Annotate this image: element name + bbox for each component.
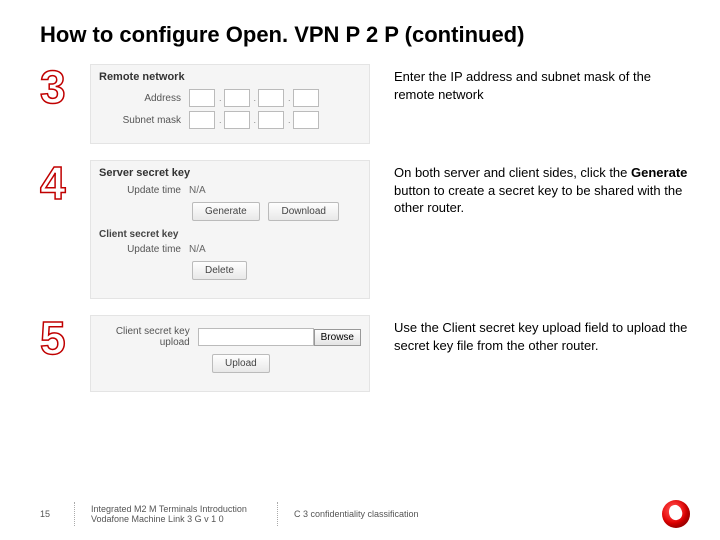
browse-button[interactable]: Browse (314, 329, 361, 346)
field-label: Update time (99, 244, 189, 255)
step-description: On both server and client sides, click t… (384, 160, 690, 217)
update-time-row: Update time N/A (99, 185, 361, 196)
step-description: Enter the IP address and subnet mask of … (384, 64, 690, 103)
step-4: 4 Server secret key Update time N/A Gene… (0, 156, 720, 311)
button-row: Generate Download (189, 200, 361, 223)
octet-input[interactable] (224, 89, 250, 107)
subnet-row: Subnet mask . . . (99, 111, 361, 129)
octet-input[interactable] (189, 111, 215, 129)
remote-network-panel: Remote network Address . . . Subnet mask… (90, 64, 370, 144)
footer-right: C 3 confidentiality classification (294, 509, 419, 519)
footer-separator (74, 502, 75, 526)
panel-heading: Remote network (99, 71, 361, 83)
step-5: 5 Client secret key upload Browse Upload… (0, 311, 720, 404)
update-time-row: Update time N/A (99, 244, 361, 255)
step-number: 5 (40, 315, 76, 361)
download-button[interactable]: Download (268, 202, 338, 221)
generate-button[interactable]: Generate (192, 202, 260, 221)
octet-input[interactable] (189, 89, 215, 107)
panel-subheading: Client secret key (99, 229, 361, 240)
page-number: 15 (40, 509, 58, 519)
button-row: Delete (189, 259, 361, 282)
field-label: Update time (99, 185, 189, 196)
button-row: Upload (209, 352, 361, 375)
upload-button[interactable]: Upload (212, 354, 270, 373)
footer: 15 Integrated M2 M Terminals Introductio… (40, 502, 690, 526)
step-3: 3 Remote network Address . . . Subnet ma… (0, 60, 720, 156)
octet-input[interactable] (224, 111, 250, 129)
upload-row: Client secret key upload Browse (99, 326, 361, 348)
octet-input[interactable] (258, 89, 284, 107)
panel-heading: Server secret key (99, 167, 361, 179)
update-time-value: N/A (189, 185, 206, 196)
update-time-value: N/A (189, 244, 206, 255)
octet-input[interactable] (293, 111, 319, 129)
upload-label: Client secret key upload (99, 326, 198, 348)
secret-key-panel: Server secret key Update time N/A Genera… (90, 160, 370, 299)
field-label: Address (99, 93, 189, 104)
step-description: Use the Client secret key upload field t… (384, 315, 690, 354)
upload-input[interactable] (198, 328, 314, 346)
octet-input[interactable] (258, 111, 284, 129)
delete-button[interactable]: Delete (192, 261, 247, 280)
upload-panel: Client secret key upload Browse Upload (90, 315, 370, 392)
vodafone-logo-icon (662, 500, 690, 528)
footer-left: Integrated M2 M Terminals Introduction V… (91, 504, 261, 524)
step-number: 4 (40, 160, 76, 206)
octet-input[interactable] (293, 89, 319, 107)
footer-separator (277, 502, 278, 526)
address-row: Address . . . (99, 89, 361, 107)
page-title: How to configure Open. VPN P 2 P (contin… (0, 0, 720, 60)
step-number: 3 (40, 64, 76, 110)
field-label: Subnet mask (99, 115, 189, 126)
